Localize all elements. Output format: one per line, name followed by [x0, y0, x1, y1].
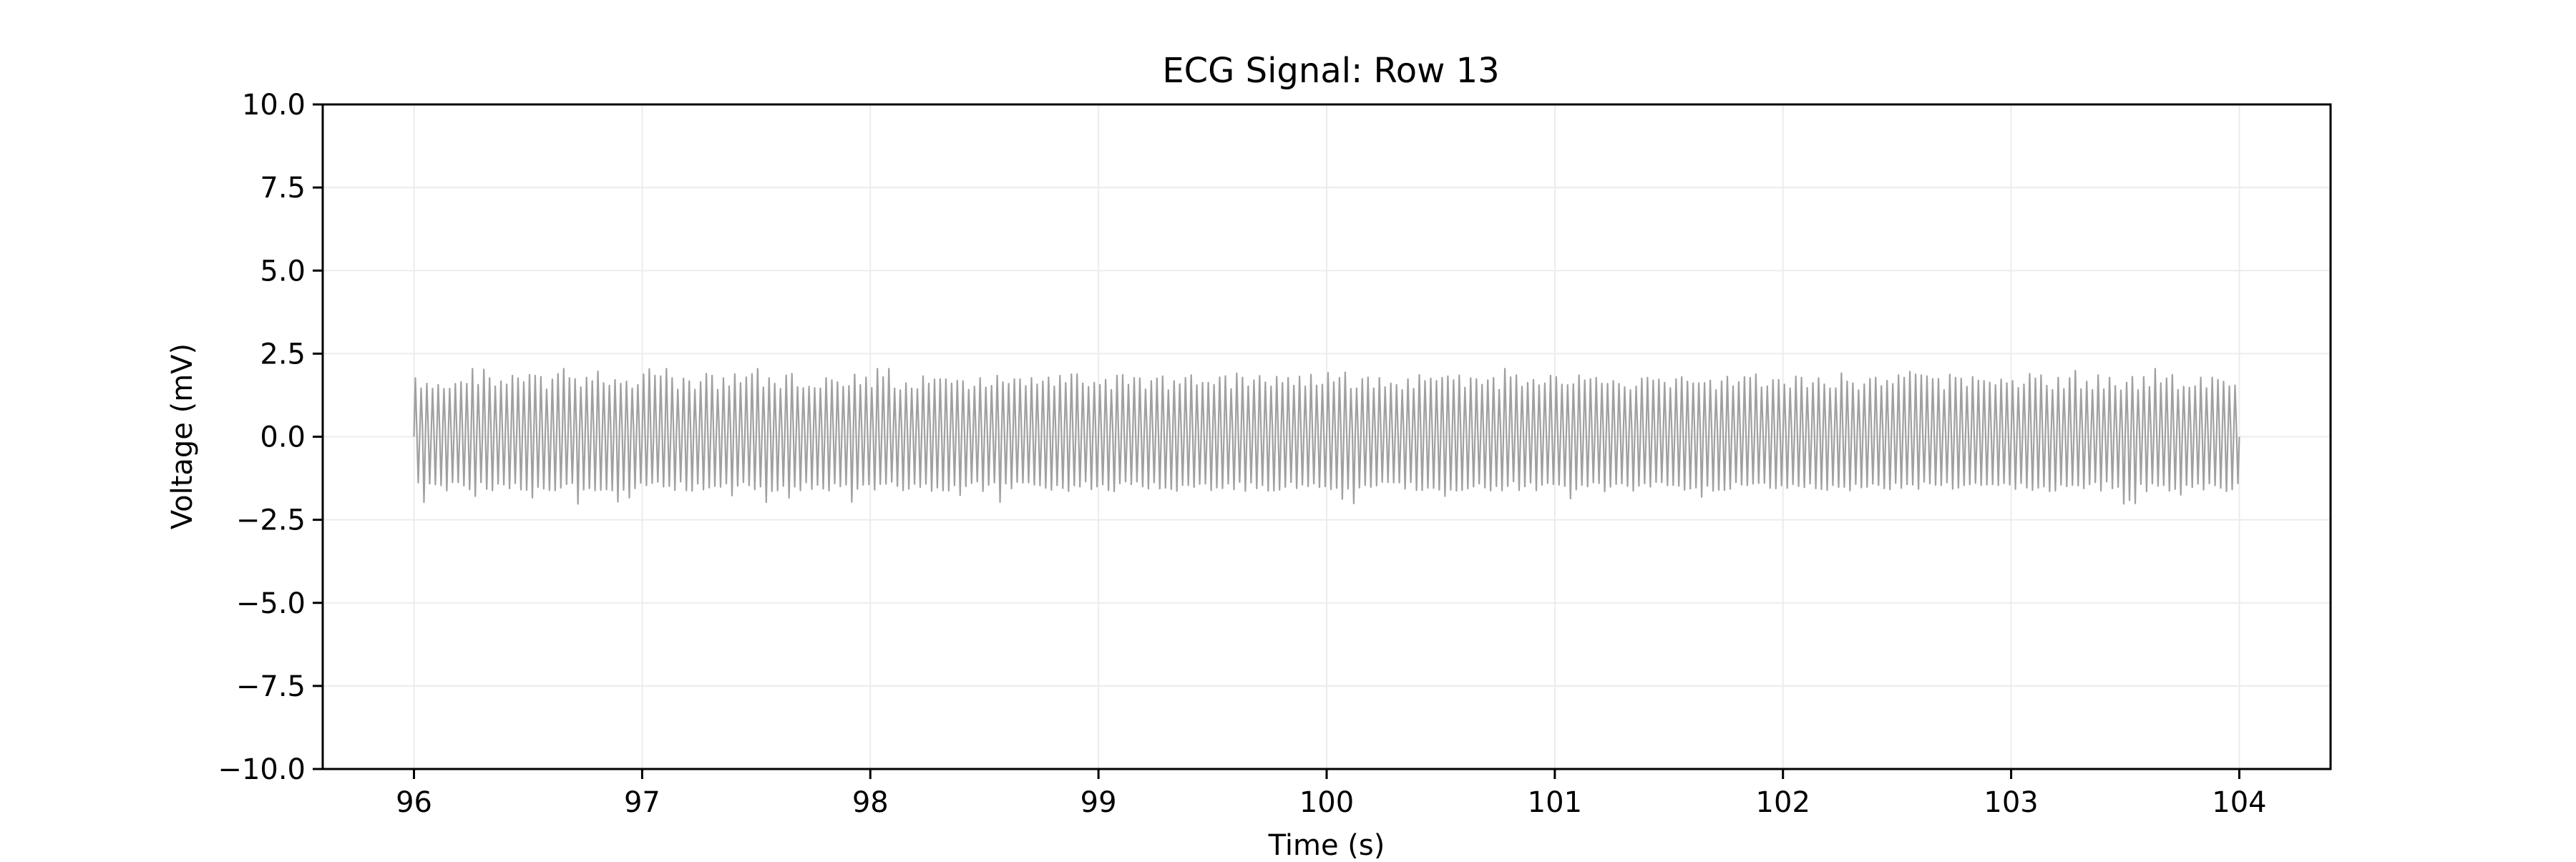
ecg-series-line: [413, 368, 2240, 505]
x-tick-label: 98: [852, 786, 889, 819]
x-tick-label: 96: [396, 786, 432, 819]
y-tick-label: 2.5: [260, 338, 306, 371]
y-tick-label: 10.0: [242, 89, 306, 122]
x-tick-label: 102: [1756, 786, 1810, 819]
y-tick-label: 0.0: [260, 421, 306, 454]
x-tick-label: 100: [1299, 786, 1354, 819]
y-axis: −10.0 −7.5 −5.0 −2.5 0.0 2.5 5.0 7.5 10.0: [218, 89, 323, 786]
x-tick-label: 97: [624, 786, 660, 819]
chart-title: ECG Signal: Row 13: [1162, 51, 1499, 91]
x-axis-label: Time (s): [1268, 829, 1385, 858]
x-axis: 96 97 98 99 100 101 102 103 104: [396, 769, 2267, 819]
x-tick-label: 99: [1080, 786, 1117, 819]
y-tick-label: −10.0: [218, 753, 306, 786]
y-tick-label: 5.0: [260, 255, 306, 288]
series-layer: [413, 368, 2240, 505]
y-tick-label: 7.5: [260, 172, 306, 205]
x-tick-label: 101: [1528, 786, 1582, 819]
y-tick-label: −2.5: [236, 504, 306, 537]
y-tick-label: −7.5: [236, 670, 306, 703]
y-axis-label: Voltage (mV): [166, 343, 199, 529]
x-tick-label: 103: [1984, 786, 2038, 819]
y-tick-label: −5.0: [236, 587, 306, 620]
x-tick-label: 104: [2212, 786, 2266, 819]
